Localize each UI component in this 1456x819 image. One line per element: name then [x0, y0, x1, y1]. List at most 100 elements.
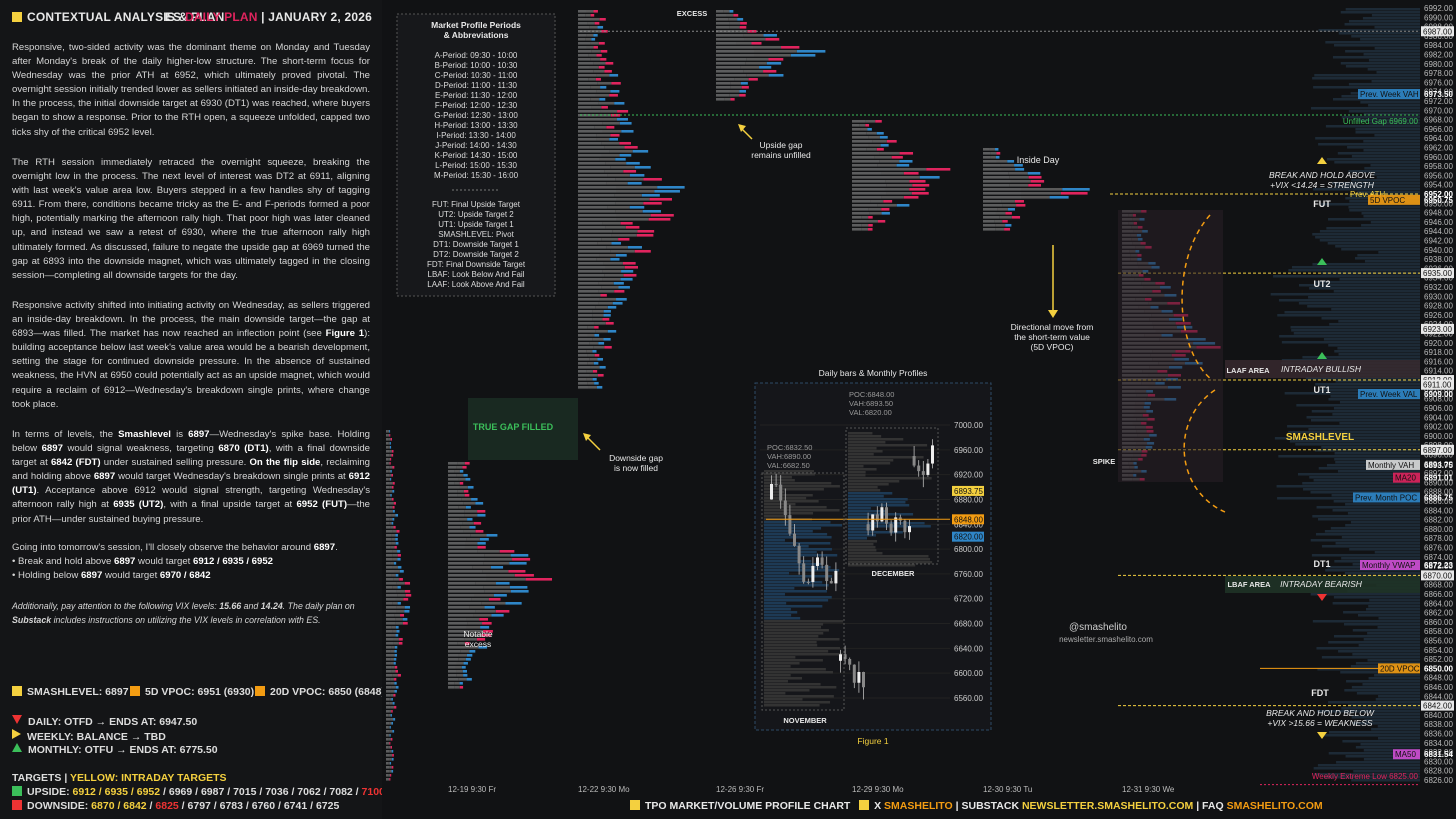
tpo-volume	[389, 454, 392, 457]
tpo-volume	[392, 550, 398, 553]
tpo-volume	[392, 530, 397, 533]
fig1-nov-profile	[764, 698, 803, 701]
tpo-volume	[860, 128, 868, 131]
tpo-delta	[398, 642, 403, 645]
tpo-volume	[734, 78, 749, 81]
tpo-volume	[391, 686, 396, 689]
tpo-volume	[723, 10, 730, 13]
tpo-volume	[464, 638, 477, 641]
tpo-delta	[390, 438, 393, 441]
tpo-letters	[578, 354, 588, 357]
tpo-volume	[389, 506, 393, 509]
fig1-dec-profile	[848, 474, 866, 477]
tpo-letters	[386, 438, 389, 441]
true-gap-box	[468, 398, 578, 460]
tpo-volume	[885, 180, 910, 183]
price-tick: 6908.00	[1424, 395, 1453, 404]
tpo-letters	[386, 518, 390, 521]
tpo-volume	[596, 258, 611, 261]
tpo-volume	[392, 558, 398, 561]
tpo-delta	[1028, 184, 1041, 187]
vix-note: Additionally, pay attention to the follo…	[12, 601, 355, 625]
tpo-delta	[610, 258, 620, 261]
tpo-letters	[386, 462, 389, 465]
fig1-nov-profile	[764, 587, 795, 590]
fig1-dec-profile	[848, 459, 894, 462]
fig1-nov-profile	[764, 650, 829, 653]
fig1-nov-profile	[764, 620, 844, 623]
tpo-delta	[394, 658, 397, 661]
tpo-delta	[768, 74, 784, 77]
tpo-volume	[589, 374, 598, 377]
tpo-volume	[459, 518, 468, 521]
tpo-letters	[983, 208, 998, 211]
tpo-volume	[389, 722, 392, 725]
tpo-letters	[386, 526, 391, 529]
volume-bar	[1371, 728, 1420, 731]
tpo-delta	[865, 124, 870, 127]
volume-bar	[1298, 302, 1420, 305]
down-triangle-weakness	[1317, 732, 1327, 739]
footer-substack-link[interactable]: NEWSLETTER.SMASHELITO.COM	[1021, 800, 1194, 812]
tpo-volume	[390, 654, 395, 657]
tpo-volume	[391, 542, 396, 545]
volume-bar	[1323, 386, 1420, 389]
tpo-letters	[578, 98, 591, 101]
fig1-nov-profile	[764, 635, 819, 638]
volume-bar	[1348, 110, 1420, 113]
volume-bar	[1341, 707, 1420, 710]
tpo-letters	[578, 234, 612, 237]
tpo-delta	[648, 218, 671, 221]
tpo-letters	[448, 462, 458, 465]
tpo-delta	[899, 160, 913, 163]
plan-date-text: JANUARY 2, 2026	[268, 10, 372, 24]
tpo-delta	[593, 362, 599, 365]
tpo-volume	[1009, 176, 1029, 179]
volume-bar	[1274, 437, 1420, 440]
tpo-letters	[716, 90, 730, 93]
tpo-delta	[604, 70, 612, 73]
tpo-volume	[995, 212, 1006, 215]
tpo-letters	[578, 122, 603, 125]
volume-bar	[1345, 503, 1420, 506]
tpo-letters	[386, 606, 397, 609]
tpo-volume	[391, 646, 395, 649]
footer-x-handle[interactable]: SMASHELITO	[884, 800, 953, 812]
tpo-volume	[390, 678, 395, 681]
tpo-letters	[578, 198, 616, 201]
tpo-letters	[578, 158, 600, 161]
tpo-volume	[388, 774, 391, 777]
tpo-delta	[796, 50, 826, 53]
volume-bar	[1363, 749, 1420, 752]
annotation-upside-gap: Upside gap	[759, 140, 802, 150]
tpo-delta	[1005, 224, 1012, 227]
tpo-volume	[455, 666, 462, 669]
down-triangle-dt1	[1317, 594, 1327, 601]
tpo-delta	[751, 42, 762, 45]
tpo-delta	[395, 534, 398, 537]
fig1-dec-profile	[848, 456, 924, 459]
footer-faq-link[interactable]: SMASHELITO.COM	[1226, 800, 1323, 812]
arrow-gap-line	[740, 127, 753, 140]
volume-bar	[1296, 404, 1420, 407]
tpo-letters	[386, 778, 388, 781]
fig1-nov-profile	[764, 560, 812, 563]
targets-upside: UPSIDE: 6912 / 6935 / 6952 / 6969 / 6987…	[12, 786, 385, 798]
volume-bar	[1355, 131, 1420, 134]
tpo-letters	[983, 168, 1002, 171]
annotation-dt1: DT1	[1313, 559, 1330, 569]
fig1-tick: 6840.00	[954, 520, 983, 529]
tpo-letters	[386, 650, 391, 653]
tpo-delta	[881, 208, 890, 211]
tpo-letters	[578, 142, 602, 145]
tpo-delta	[1028, 176, 1042, 179]
tpo-delta	[389, 742, 391, 745]
volume-bar	[1329, 731, 1420, 734]
tpo-letters	[386, 718, 391, 721]
tpo-volume	[393, 638, 400, 641]
tpo-volume	[586, 350, 593, 353]
tpo-delta	[600, 58, 607, 61]
volume-bar	[1328, 752, 1420, 755]
right-label-name: MA20	[1395, 474, 1416, 483]
tpo-delta	[614, 102, 625, 105]
